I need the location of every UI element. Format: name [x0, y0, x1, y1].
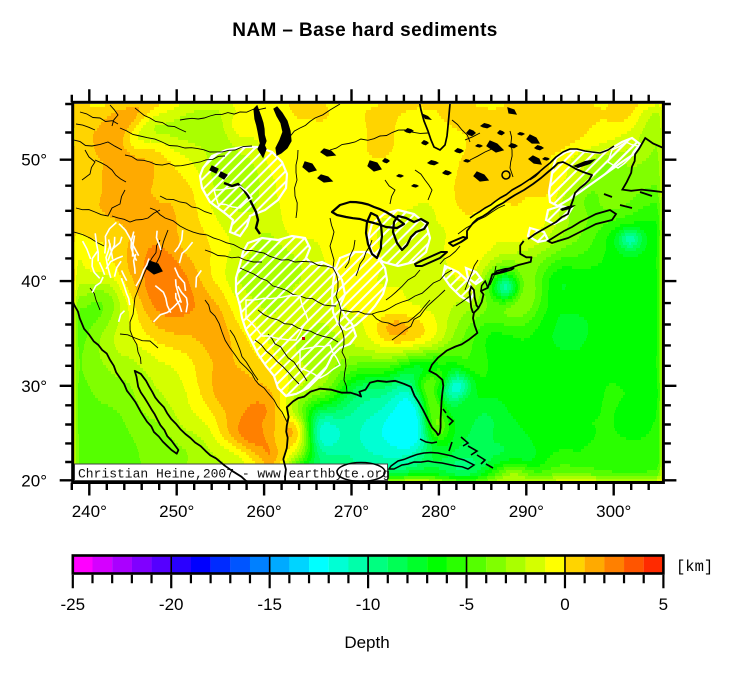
svg-text:250°: 250° [159, 502, 194, 521]
svg-text:-15: -15 [257, 595, 282, 614]
svg-text:280°: 280° [421, 502, 456, 521]
svg-text:-5: -5 [459, 595, 474, 614]
svg-text:30°: 30° [21, 377, 47, 396]
svg-text:Christian Heine,2007 - www.ear: Christian Heine,2007 - www.earthbyte.org [78, 467, 390, 482]
svg-text:240°: 240° [72, 502, 107, 521]
svg-text:Depth: Depth [344, 633, 389, 652]
svg-text:290°: 290° [509, 502, 544, 521]
svg-text:NAM – Base hard sediments: NAM – Base hard sediments [232, 20, 498, 41]
svg-text:20°: 20° [21, 471, 47, 490]
svg-text:-25: -25 [61, 595, 86, 614]
svg-text:-20: -20 [159, 595, 184, 614]
svg-text:300°: 300° [596, 502, 631, 521]
svg-text:260°: 260° [247, 502, 282, 521]
svg-text:5: 5 [659, 595, 668, 614]
svg-text:40°: 40° [21, 272, 47, 291]
svg-text:[km]: [km] [676, 558, 713, 576]
svg-text:50°: 50° [21, 151, 47, 170]
svg-text:270°: 270° [334, 502, 369, 521]
svg-text:0: 0 [560, 595, 569, 614]
svg-text:-10: -10 [356, 595, 381, 614]
